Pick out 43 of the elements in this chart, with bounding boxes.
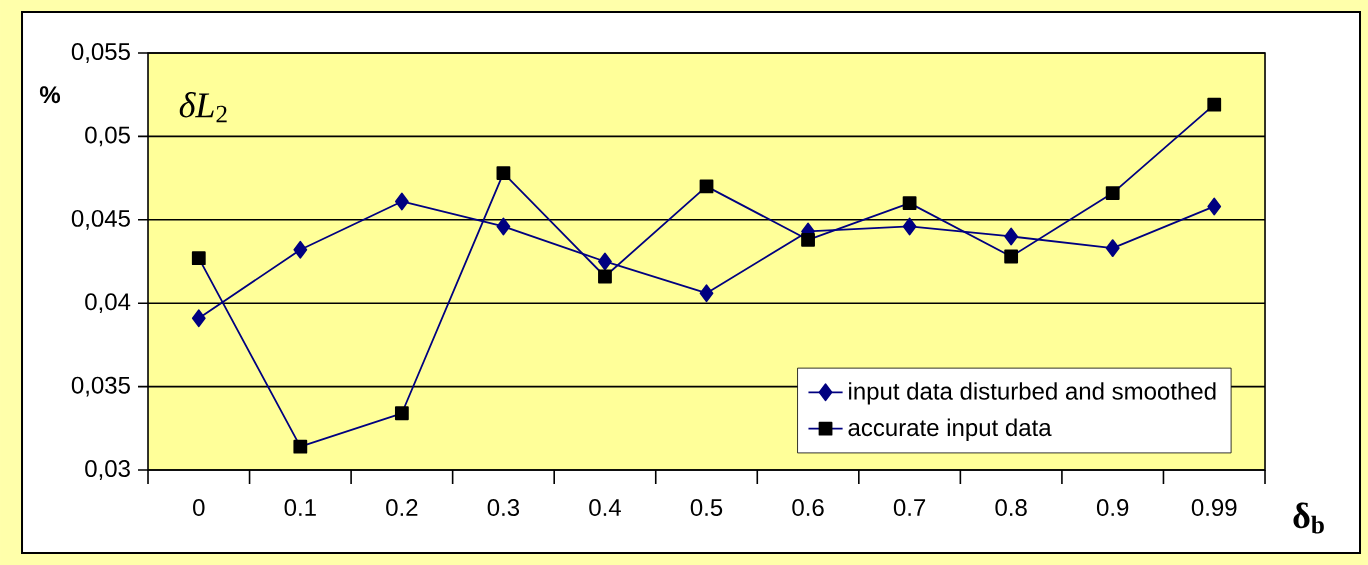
legend-label: input data disturbed and smoothed — [849, 382, 1216, 405]
point — [1105, 239, 1120, 258]
point — [1004, 227, 1019, 246]
point — [902, 217, 917, 236]
y-tick-label: 0,045 — [71, 209, 130, 230]
annotation: δL$_{2}$ — [179, 92, 227, 123]
point — [1105, 186, 1120, 200]
x-tick-label: 0.3 — [487, 499, 520, 517]
x-tick-label: 0.7 — [893, 499, 926, 517]
text: δ$_{b}$ — [1293, 502, 1324, 534]
x-tick-label: 0.2 — [386, 499, 418, 517]
point — [1207, 197, 1222, 216]
y-axis-title: % — [39, 86, 61, 104]
point — [496, 217, 511, 236]
y-tick-label: 0,03 — [85, 460, 130, 480]
x-tick-label: 0.4 — [589, 499, 621, 517]
point — [1207, 97, 1222, 112]
y-tick-label: 0,055 — [71, 43, 130, 63]
x-tick-label: 0.99 — [1191, 499, 1237, 517]
x-tick-label: 0.9 — [1096, 499, 1129, 517]
x-tick-label: 0 — [193, 499, 205, 517]
point — [293, 439, 308, 454]
point — [394, 406, 409, 421]
point — [191, 251, 206, 266]
point — [394, 192, 409, 211]
point — [699, 284, 714, 303]
point — [902, 196, 917, 211]
x-tick-label: 0.8 — [995, 499, 1027, 517]
point — [598, 269, 612, 284]
point — [699, 179, 714, 194]
x-tick-label: 0.5 — [690, 499, 723, 517]
point — [1004, 249, 1019, 264]
y-tick-label: 0,04 — [85, 293, 131, 314]
x-tick-label: 0.1 — [284, 499, 316, 517]
point — [191, 309, 206, 328]
y-tick-label: 0,035 — [71, 376, 130, 397]
point — [801, 232, 815, 247]
point — [598, 252, 612, 271]
y-tick-label: 0,05 — [85, 126, 130, 147]
x-tick-label: 0.6 — [792, 499, 824, 517]
legend-label: accurate input data — [848, 418, 1052, 441]
point — [496, 166, 511, 180]
point — [293, 240, 308, 259]
